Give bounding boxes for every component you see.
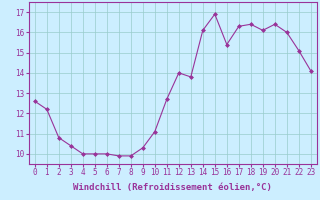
X-axis label: Windchill (Refroidissement éolien,°C): Windchill (Refroidissement éolien,°C)	[73, 183, 272, 192]
